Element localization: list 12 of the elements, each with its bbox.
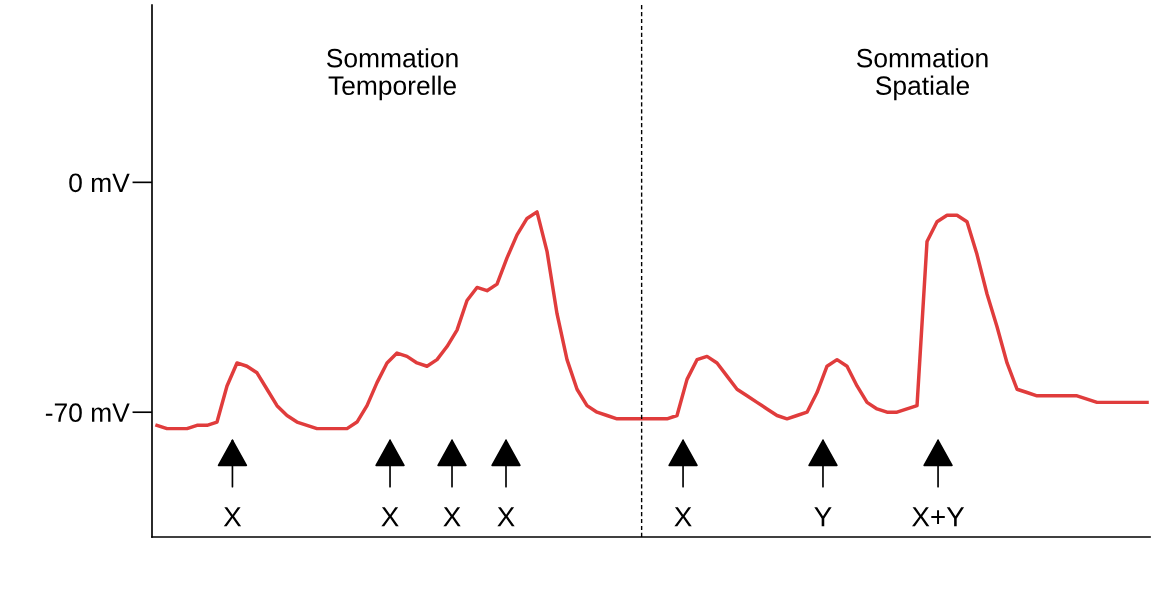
annotation: Y — [814, 507, 832, 527]
annotation: X — [443, 507, 461, 527]
annotation: Sommation Spatiale — [856, 48, 988, 101]
annotation: X — [674, 507, 692, 527]
annotation: X — [497, 507, 515, 527]
annotation: X+Y — [912, 507, 965, 527]
y-tick-label: -70 mV — [45, 403, 130, 423]
y-tick-label: 0 mV — [69, 173, 130, 193]
annotation: X — [381, 507, 399, 527]
line-series — [155, 210, 1149, 431]
annotation: X — [223, 507, 242, 527]
annotation: Sommation Temporelle — [327, 48, 458, 101]
